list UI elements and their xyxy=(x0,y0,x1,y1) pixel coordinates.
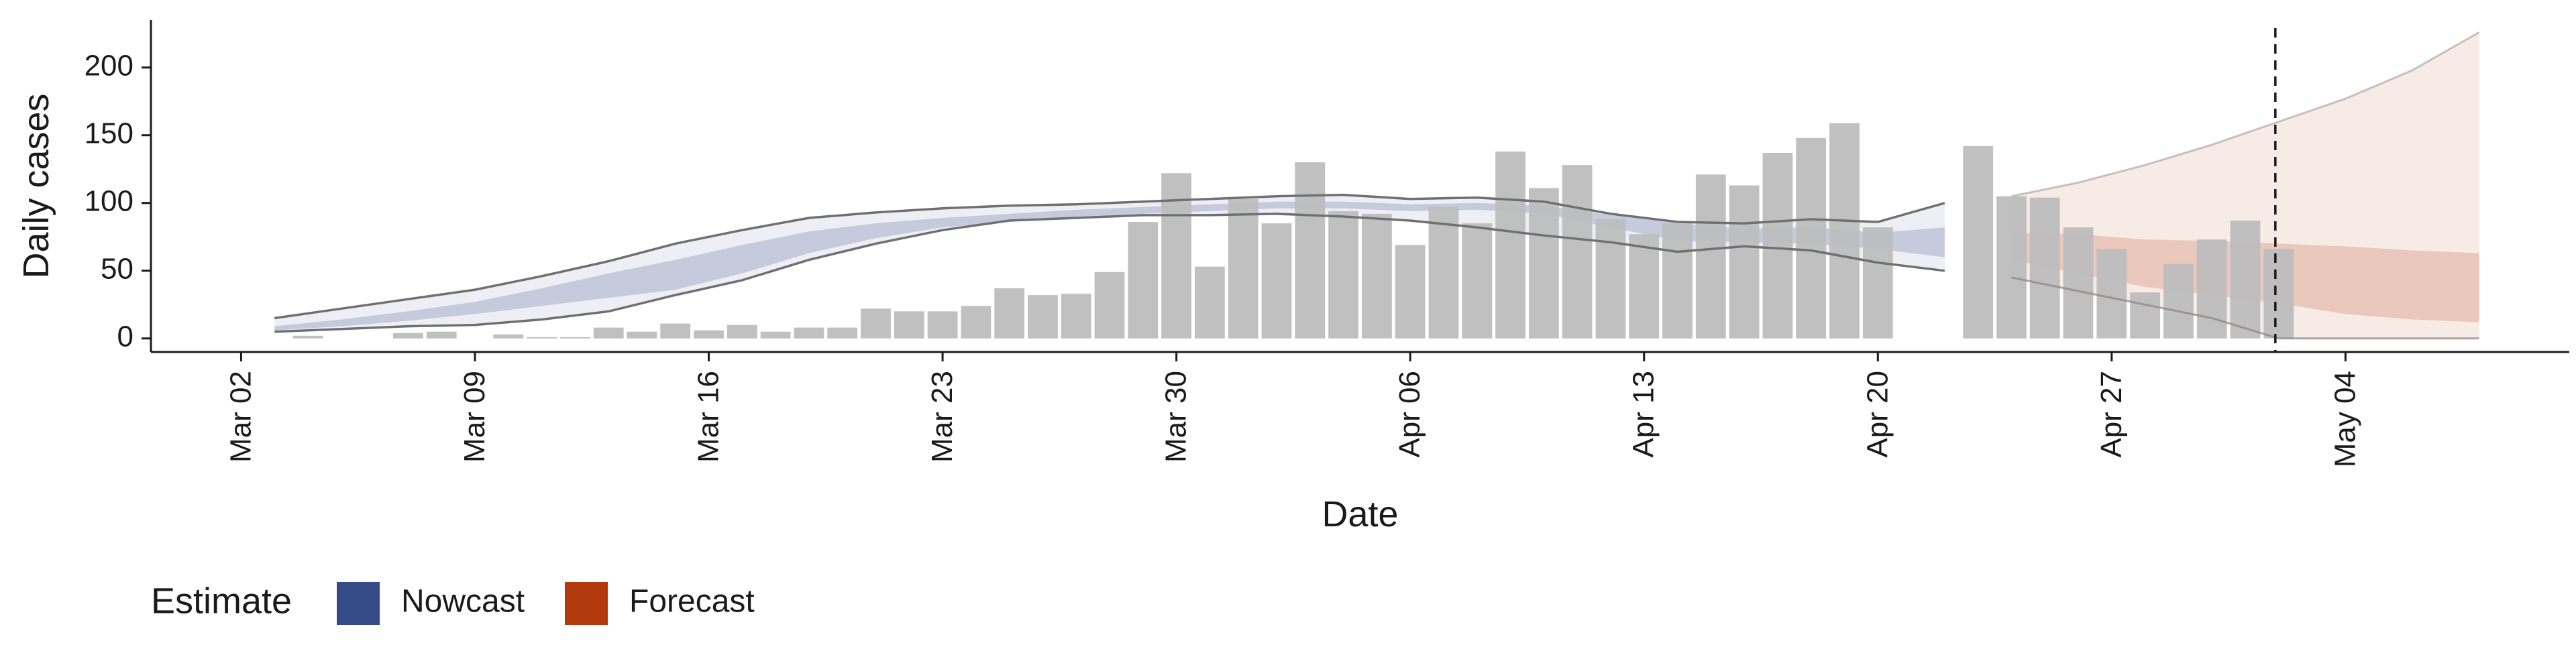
case-bar xyxy=(1629,234,1660,339)
legend-swatch-nowcast xyxy=(337,582,380,625)
y-tick-label: 200 xyxy=(85,49,133,82)
case-bar xyxy=(527,337,557,339)
case-bar xyxy=(1395,245,1426,339)
x-tick-label: Mar 30 xyxy=(1160,371,1193,463)
case-bar xyxy=(1996,196,2027,339)
case-bar xyxy=(1061,294,1091,339)
legend-title: Estimate xyxy=(151,581,292,621)
case-bar xyxy=(2130,292,2160,339)
case-bar xyxy=(1295,162,1326,339)
case-bar xyxy=(1195,266,1225,339)
case-bar xyxy=(1261,223,1292,339)
interval-bound-lines xyxy=(274,31,2480,340)
case-bar xyxy=(1595,219,1626,339)
x-tick-label: Apr 20 xyxy=(1861,371,1894,458)
case-bar xyxy=(1128,222,1159,339)
forecast-band-90 xyxy=(2011,32,2479,339)
case-bar xyxy=(426,331,457,339)
case-bar xyxy=(1362,213,1392,339)
legend: Estimate Nowcast Forecast xyxy=(151,581,755,625)
forecast-lower-line xyxy=(2011,276,2479,340)
case-bar xyxy=(560,337,590,339)
case-bar xyxy=(1228,198,1258,339)
case-bar xyxy=(894,311,924,339)
nowcast-upper-line xyxy=(274,193,1945,320)
legend-label-forecast: Forecast xyxy=(629,584,755,620)
case-bar xyxy=(1428,207,1459,339)
case-bar xyxy=(1729,185,1760,339)
case-bar xyxy=(961,306,991,339)
x-ticks: Mar 02 Mar 09 Mar 16 Mar 23 Mar 30 Apr 06 Apr … xyxy=(224,352,2361,467)
case-bar xyxy=(593,327,624,339)
case-bar xyxy=(1796,137,1827,339)
y-ticks: 0 50 100 150 200 xyxy=(85,49,151,353)
x-tick-label: Apr 06 xyxy=(1393,371,1426,458)
case-bar xyxy=(1762,153,1793,339)
case-bar xyxy=(994,288,1025,339)
case-bar xyxy=(2063,227,2094,339)
case-bar xyxy=(794,327,824,339)
case-bar xyxy=(627,331,657,339)
case-bar xyxy=(1829,123,1860,339)
case-bar xyxy=(1495,152,1525,339)
case-bar xyxy=(1028,295,1058,339)
case-bar xyxy=(1462,223,1493,339)
case-bar xyxy=(1562,165,1593,339)
nowcast-lower-line xyxy=(274,213,1945,333)
x-tick-label: Apr 27 xyxy=(2095,371,2128,458)
case-bars xyxy=(292,123,2294,339)
nowcast-band-90 xyxy=(274,194,1945,332)
x-tick-label: May 04 xyxy=(2328,371,2361,467)
case-bar xyxy=(393,333,423,339)
legend-label-nowcast: Nowcast xyxy=(401,584,525,620)
case-bar xyxy=(2230,221,2261,339)
case-bar xyxy=(1862,227,1893,339)
y-axis-title: Daily cases xyxy=(16,93,56,278)
x-tick-label: Mar 16 xyxy=(692,371,725,463)
case-bar xyxy=(1161,173,1191,339)
case-bar xyxy=(1662,223,1693,339)
y-tick-label: 50 xyxy=(101,252,133,285)
x-tick-label: Mar 23 xyxy=(926,371,959,463)
y-tick-label: 100 xyxy=(85,184,133,217)
case-bar xyxy=(827,327,858,339)
case-bar xyxy=(760,331,791,339)
case-bar xyxy=(2196,239,2227,339)
forecast-upper-line xyxy=(2011,31,2480,198)
case-bar xyxy=(1963,145,1994,339)
y-tick-label: 0 xyxy=(117,320,133,353)
case-bar xyxy=(727,325,757,339)
case-bar xyxy=(493,334,524,339)
legend-swatch-forecast xyxy=(565,582,608,625)
axes xyxy=(150,20,2569,353)
case-bar xyxy=(2263,249,2294,339)
case-bar xyxy=(1529,188,1559,339)
case-bar xyxy=(1695,174,1726,339)
case-bar xyxy=(694,330,724,339)
case-bar xyxy=(2163,263,2194,339)
x-tick-label: Mar 02 xyxy=(224,371,257,463)
case-bar xyxy=(2096,249,2127,339)
case-bar xyxy=(1094,272,1125,339)
case-bar xyxy=(861,308,891,339)
case-bar xyxy=(2029,197,2060,339)
x-axis-title: Date xyxy=(1322,494,1398,534)
x-tick-label: Mar 09 xyxy=(458,371,491,463)
x-tick-label: Apr 13 xyxy=(1627,371,1660,458)
case-bar xyxy=(660,323,691,339)
case-bar xyxy=(927,311,958,339)
case-bar xyxy=(1328,211,1358,339)
y-tick-label: 150 xyxy=(85,117,133,150)
case-bar xyxy=(292,335,323,339)
nowcast-bands xyxy=(274,194,1945,332)
